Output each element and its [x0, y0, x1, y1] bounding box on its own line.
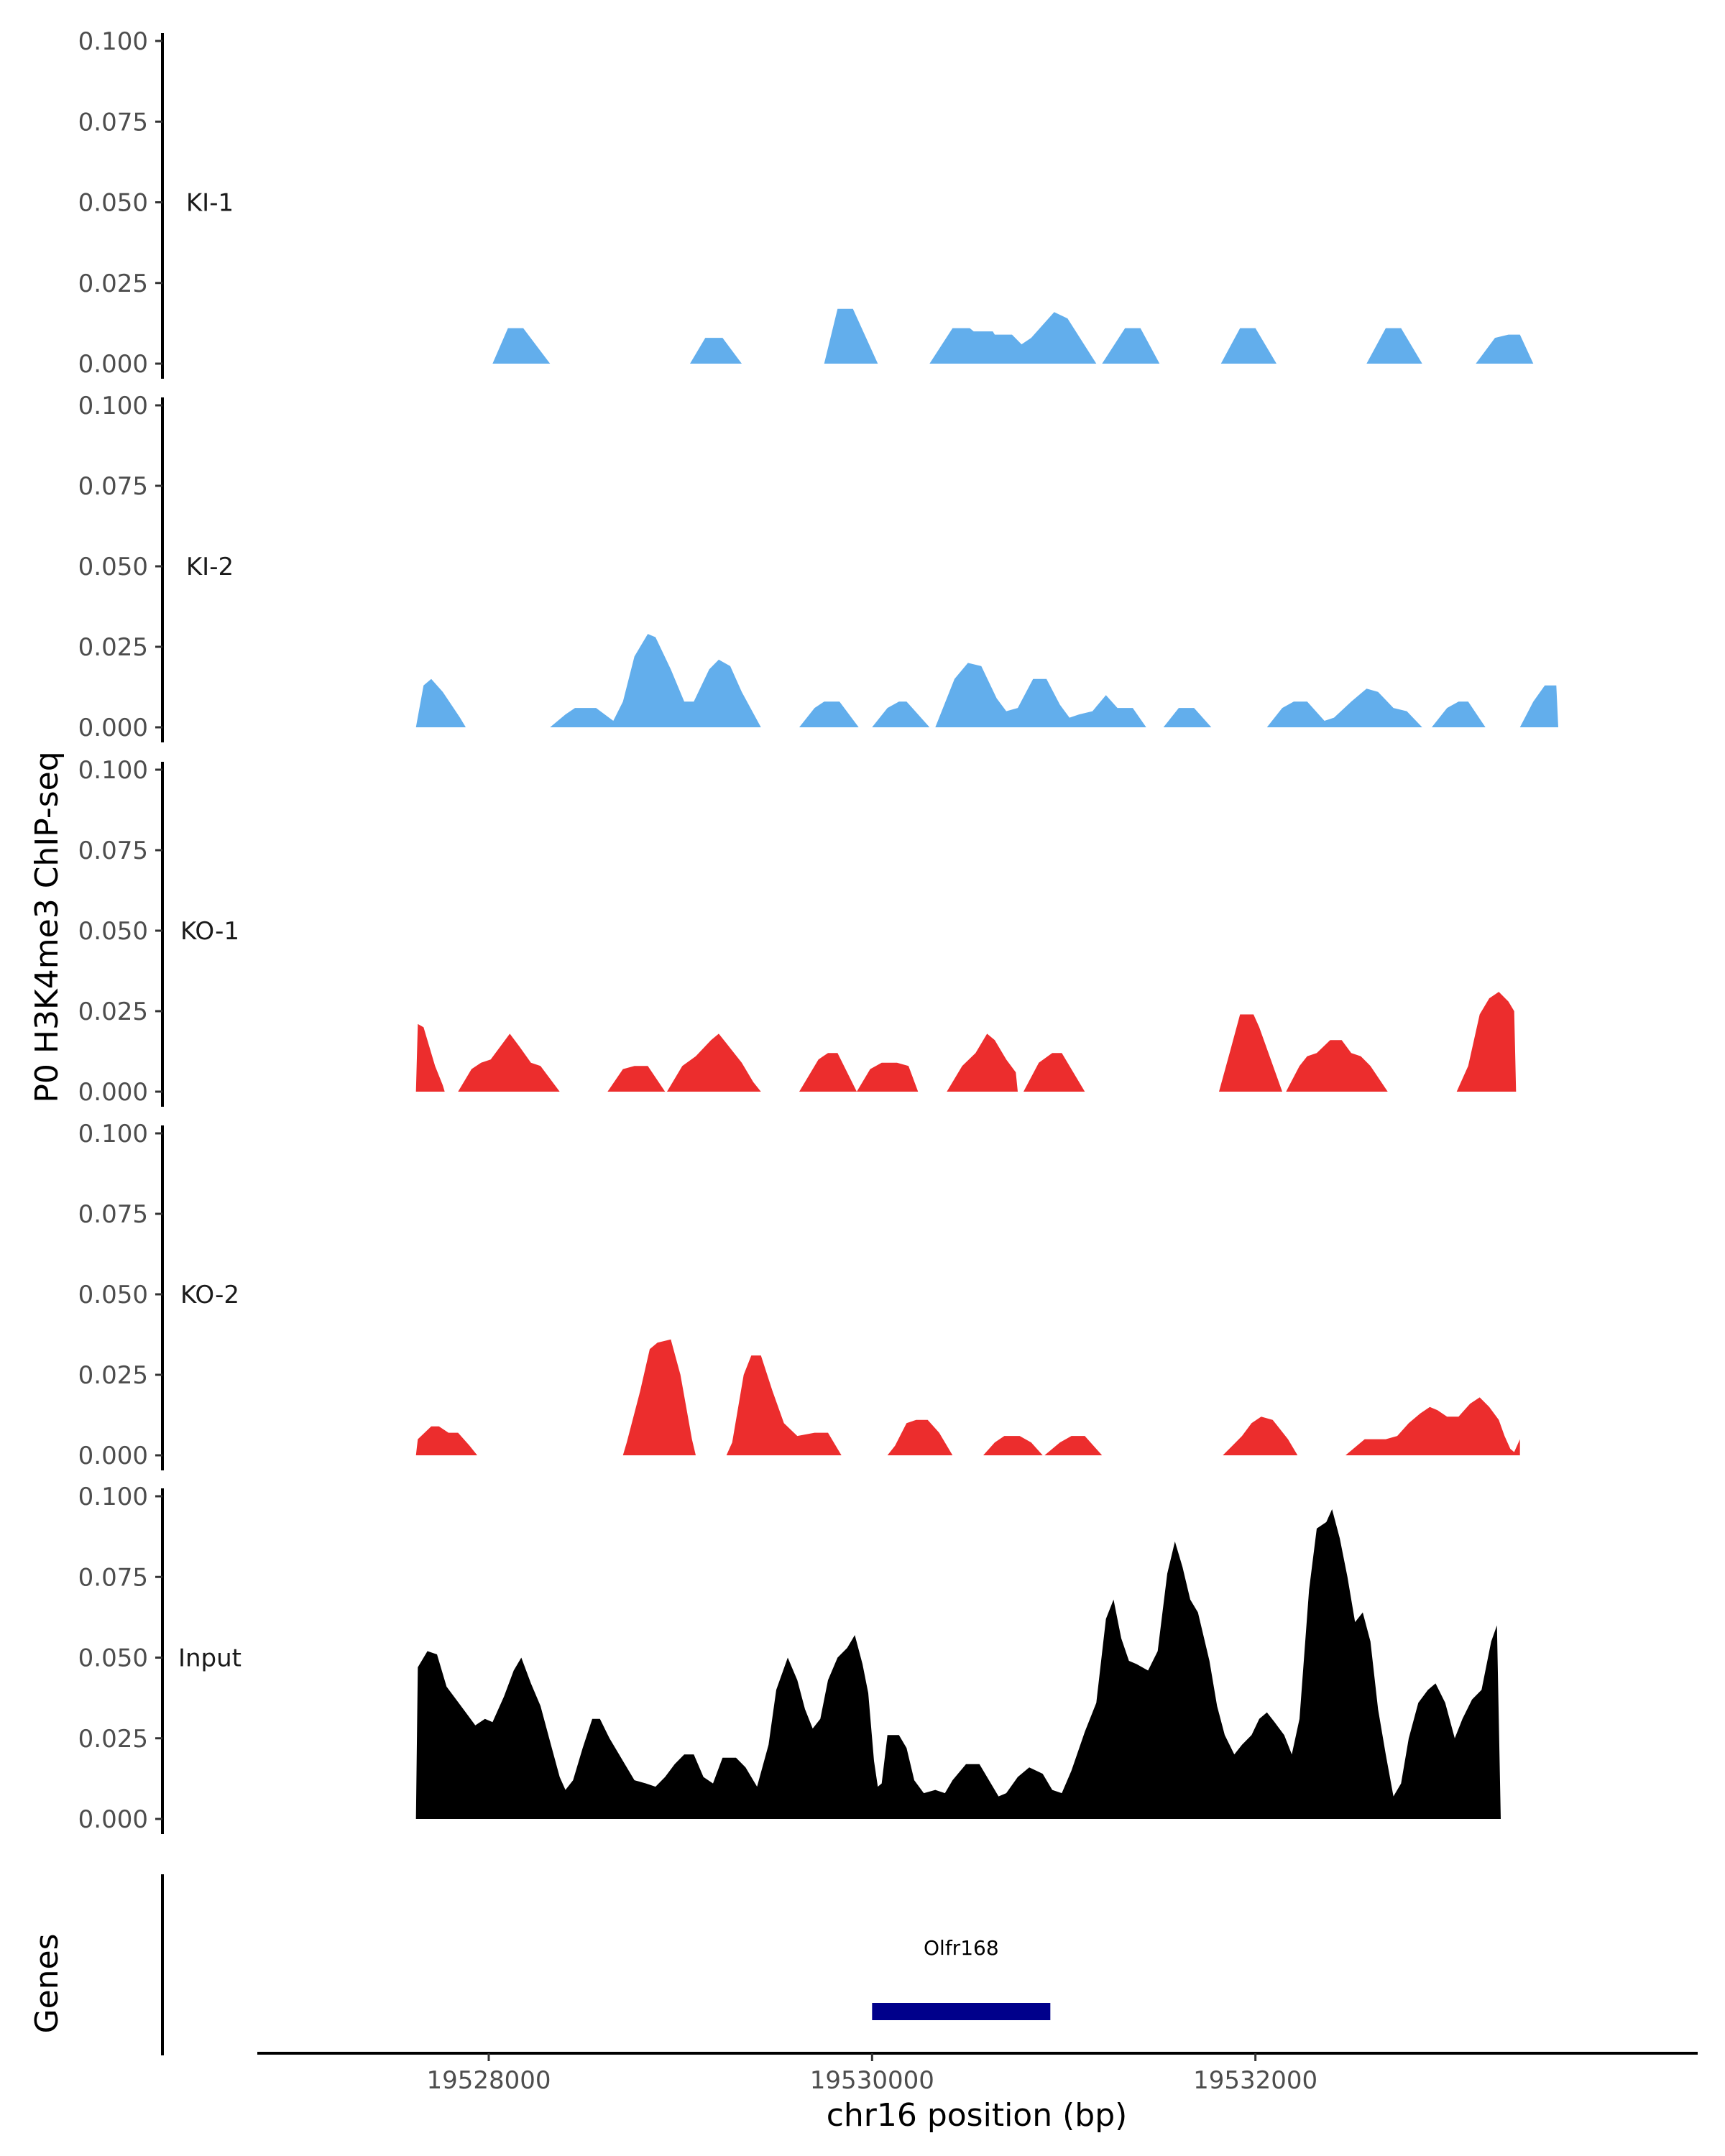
y-tick-label: 0.000	[78, 350, 148, 379]
y-tick-label: 0.050	[78, 1644, 148, 1673]
track-label: KI-1	[186, 189, 234, 218]
y-tick-label: 0.050	[78, 917, 148, 946]
y-tick-label: 0.100	[78, 27, 148, 56]
y-tick-label: 0.025	[78, 998, 148, 1026]
signal-area	[415, 1509, 1501, 1819]
genes-panel: Olfr168	[161, 1874, 1051, 2055]
y-tick-label: 0.000	[78, 714, 148, 742]
y-tick-label: 0.075	[78, 1563, 148, 1592]
signal-area	[415, 1339, 1520, 1455]
gene-label: Olfr168	[924, 1936, 999, 1960]
signal-area	[492, 308, 1534, 364]
track-ko-1: 0.100 0.075 0.050 0.025 0.000 KO-1	[78, 756, 1517, 1107]
signal-area	[415, 992, 1517, 1092]
y-tick-label: 0.075	[78, 837, 148, 865]
y-tick-label: 0.025	[78, 270, 148, 298]
genes-axis-title: Genes	[29, 1933, 65, 2033]
y-tick-label: 0.100	[78, 1120, 148, 1148]
y-tick-label: 0.025	[78, 1361, 148, 1390]
x-tick-label: 19532000	[1193, 2066, 1317, 2095]
tracks-group: 0.1000.0750.0500.0250.000KI-10.1000.0750…	[78, 27, 1559, 1834]
track-ki-2: 0.100 0.075 0.050 0.025 0.000 KI-2	[78, 392, 1559, 742]
track-ko-2: 0.100 0.075 0.050 0.025 0.000 KO-2	[78, 1120, 1520, 1470]
y-tick-label: 0.100	[78, 1483, 148, 1511]
gene-bar	[872, 2003, 1051, 2020]
track-ki-1: 0.100 0.075 0.050 0.025 0.000 KI-1	[78, 27, 1534, 379]
y-tick-label: 0.050	[78, 553, 148, 581]
y-tick-label: 0.075	[78, 472, 148, 501]
y-axis-title: P0 H3K4me3 ChIP-seq	[29, 751, 65, 1102]
y-tick-label: 0.000	[78, 1442, 148, 1470]
y-tick-label: 0.050	[78, 189, 148, 218]
y-tick-label: 0.000	[78, 1078, 148, 1107]
track-label: KO-1	[180, 917, 239, 946]
signal-area	[415, 634, 1559, 727]
y-tick-label: 0.000	[78, 1805, 148, 1834]
track-label: KI-2	[186, 553, 234, 581]
x-axis-title: chr16 position (bp)	[827, 2097, 1128, 2134]
track-label: Input	[178, 1644, 242, 1673]
y-tick-label: 0.100	[78, 392, 148, 420]
y-tick-label: 0.075	[78, 1200, 148, 1229]
x-tick-label: 19530000	[810, 2066, 934, 2095]
track-input: 0.100 0.075 0.050 0.025 0.000 Input	[78, 1483, 1501, 1834]
x-tick-label: 19528000	[426, 2066, 551, 2095]
track-label: KO-2	[180, 1281, 239, 1309]
x-axis: 19528000 19530000 19532000	[257, 2052, 1698, 2095]
y-tick-label: 0.100	[78, 756, 148, 785]
y-tick-label: 0.075	[78, 108, 148, 137]
y-tick-label: 0.050	[78, 1281, 148, 1309]
y-tick-label: 0.025	[78, 1725, 148, 1754]
y-tick-label: 0.025	[78, 633, 148, 662]
